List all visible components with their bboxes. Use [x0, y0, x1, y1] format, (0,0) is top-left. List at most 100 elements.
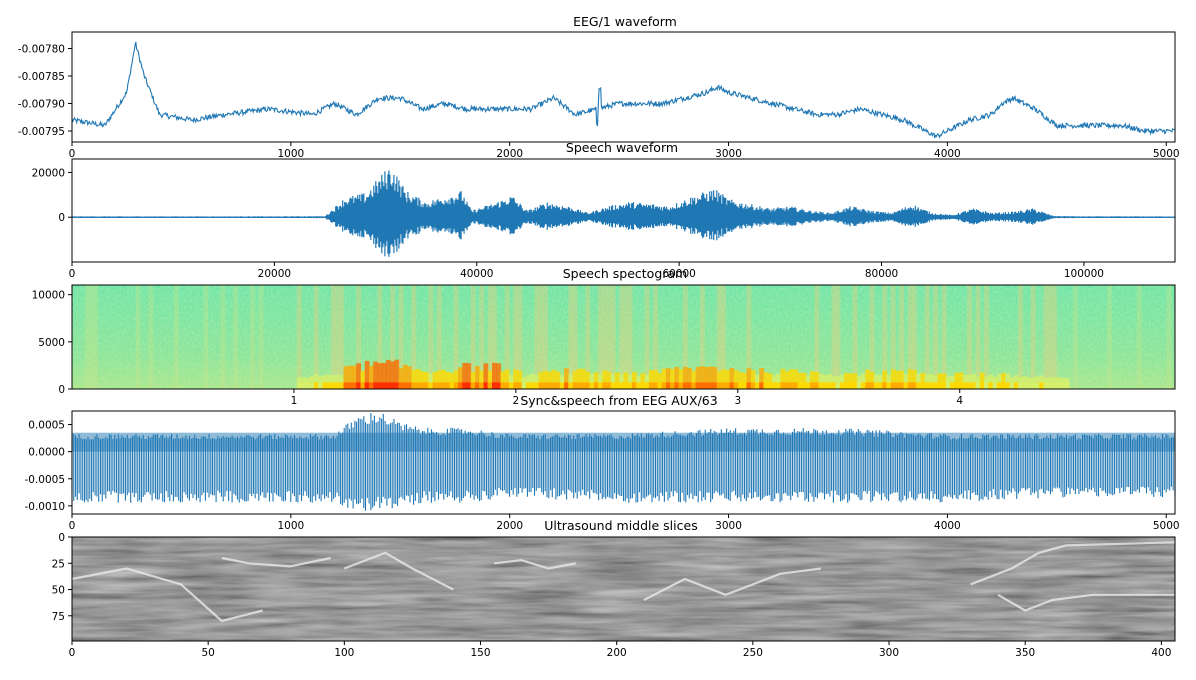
spectrogram-band	[644, 375, 650, 389]
spectrogram-band	[636, 382, 642, 389]
spectrogram-band	[873, 382, 879, 389]
spectrogram-band	[763, 382, 769, 389]
spectrogram-band	[784, 382, 790, 389]
y-tick-label: 10000	[32, 290, 65, 302]
ultrasound-contour	[643, 567, 822, 601]
spectrogram-band	[767, 373, 773, 389]
spectrogram-band	[682, 285, 688, 367]
spectrogram-band	[356, 363, 362, 389]
spectrogram-band	[466, 363, 472, 389]
spectrogram-band	[606, 285, 612, 372]
spectrogram-band	[911, 369, 917, 389]
spectrogram-band	[882, 370, 888, 389]
spectrogram-band	[148, 285, 154, 389]
x-tick-label: 250	[743, 647, 763, 659]
spectrogram-band	[958, 372, 964, 389]
spectrogram-band	[508, 382, 514, 389]
spectrogram-band	[1039, 375, 1045, 389]
spectrogram-band	[674, 367, 680, 389]
spectrogram-band	[411, 382, 417, 389]
spectrogram-band	[322, 375, 328, 389]
spectrogram-band	[933, 285, 939, 376]
spectrogram-band	[453, 285, 459, 371]
spectrogram-band	[776, 373, 782, 389]
spectrogram-band	[88, 285, 94, 389]
spectrogram-band	[801, 372, 807, 389]
spectrogram-band	[793, 382, 799, 389]
spectrogram-band	[381, 382, 387, 389]
spectrogram-band	[699, 285, 705, 367]
spectrogram-band	[627, 374, 633, 389]
spectrogram-band	[631, 382, 637, 389]
spectrogram-band	[572, 382, 578, 389]
spectrogram-band	[568, 285, 574, 375]
spectrogram-band	[449, 373, 455, 389]
spectrogram-band	[1001, 373, 1006, 389]
spectrogram-band	[220, 285, 226, 389]
spectrogram-band	[598, 285, 603, 375]
aux-dense-band	[72, 432, 1175, 452]
spectrogram-band	[716, 285, 722, 372]
spectrogram-title: Speech spectogram	[563, 266, 688, 281]
spectrogram-band	[746, 285, 752, 369]
spectrogram-band	[313, 285, 319, 375]
spectrogram-band	[911, 382, 917, 389]
spectrogram-band	[364, 360, 370, 389]
spectrogram-band	[721, 382, 726, 389]
spectrogram-band	[390, 285, 396, 362]
spectrogram-band	[589, 382, 595, 389]
spectrogram-band	[687, 382, 692, 389]
spectrogram-band	[678, 382, 684, 389]
spectrogram-band	[203, 285, 209, 389]
spectrogram-band	[721, 369, 726, 389]
spectrogram-band	[691, 371, 697, 389]
ultrasound-contour	[493, 558, 577, 570]
aux-title: Sync&speech from EEG AUX/63	[520, 393, 717, 408]
spectrogram-band	[771, 382, 777, 389]
spectrogram-band	[441, 382, 446, 389]
spectrogram-band	[895, 382, 900, 389]
spectrogram-band	[848, 382, 854, 389]
spectrogram-band	[805, 375, 811, 389]
spectrogram-band	[878, 382, 883, 389]
spectrogram-band	[411, 285, 417, 370]
spectrogram-band	[483, 363, 489, 389]
spectrogram-band	[462, 382, 468, 389]
spectrogram-band	[475, 382, 480, 389]
spectrogram-band	[445, 382, 451, 389]
spectrogram-band	[135, 285, 141, 389]
spectrogram-band	[568, 374, 574, 389]
spectrogram-band	[491, 285, 497, 363]
spectrogram-band	[996, 374, 1002, 389]
y-tick-label: 0.0000	[28, 447, 65, 459]
spectrogram-band	[670, 368, 676, 389]
y-tick-label: -0.0010	[24, 501, 65, 513]
spectrogram-band	[296, 285, 302, 378]
spectrogram-band	[1064, 382, 1070, 389]
spectrogram-band	[861, 382, 866, 389]
spectrogram-band	[313, 374, 319, 389]
spectrogram-band	[780, 368, 786, 389]
spectrogram-band	[339, 285, 345, 375]
spectrogram-band	[525, 375, 531, 389]
spectrogram-band	[653, 285, 659, 371]
spectrogram-band	[890, 369, 896, 389]
spectrogram-band	[394, 359, 400, 389]
spectrogram-band	[602, 285, 608, 371]
spectrogram-band	[839, 374, 845, 389]
spectrogram-band	[899, 285, 905, 371]
spectrogram-band	[330, 375, 336, 389]
spectrogram-band	[928, 382, 934, 389]
spectrogram-band	[648, 382, 654, 389]
spectrogram-band	[916, 373, 922, 389]
spectrogram-band	[513, 369, 519, 389]
x-tick-label: 60000	[662, 268, 695, 280]
spectrogram-band	[568, 382, 574, 389]
spectrogram-band	[861, 373, 866, 389]
spectrogram-band	[419, 382, 425, 389]
spectrogram-band	[882, 382, 888, 389]
spectrogram-band	[1005, 373, 1011, 389]
spectrogram-band	[797, 382, 803, 389]
spectrogram-band	[869, 382, 875, 389]
ultrasound-title: Ultrasound middle slices	[544, 518, 697, 533]
